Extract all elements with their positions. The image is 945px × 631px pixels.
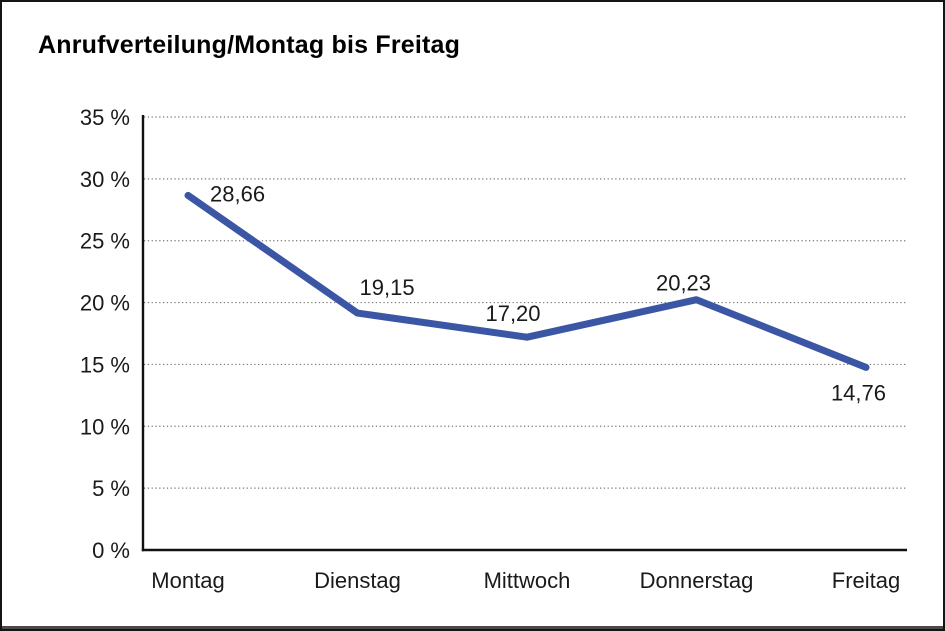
y-tick-label: 0 % xyxy=(92,538,130,563)
data-point-label: 28,66 xyxy=(210,181,265,206)
labels-group: 35 % 30 % 25 % 20 % 15 % 10 % 5 % 0 % Montag Dien… xyxy=(80,105,900,593)
data-point-label: 20,23 xyxy=(656,271,711,296)
x-axis-label: Dienstag xyxy=(314,568,401,593)
y-tick-label: 25 % xyxy=(80,229,130,254)
x-axis-label: Mittwoch xyxy=(484,568,571,593)
x-axis-label: Freitag xyxy=(832,568,900,593)
y-tick-label: 5 % xyxy=(92,476,130,501)
y-tick-label: 15 % xyxy=(80,352,130,377)
y-tick-label: 30 % xyxy=(80,167,130,192)
y-tick-label: 35 % xyxy=(80,105,130,130)
gridlines-group xyxy=(144,116,907,489)
y-tick-label: 20 % xyxy=(80,291,130,316)
data-line xyxy=(184,191,870,371)
y-tick-label: 10 % xyxy=(80,414,130,439)
chart-title: Anrufverteilung/Montag bis Freitag xyxy=(38,31,461,59)
data-point-label: 14,76 xyxy=(831,380,886,405)
x-axis-label: Donnerstag xyxy=(640,568,754,593)
data-series-group xyxy=(184,191,870,371)
x-axis-label: Montag xyxy=(151,568,224,593)
data-point-label: 19,15 xyxy=(360,275,415,300)
axes-group xyxy=(141,115,907,552)
data-point-label: 17,20 xyxy=(485,301,540,326)
